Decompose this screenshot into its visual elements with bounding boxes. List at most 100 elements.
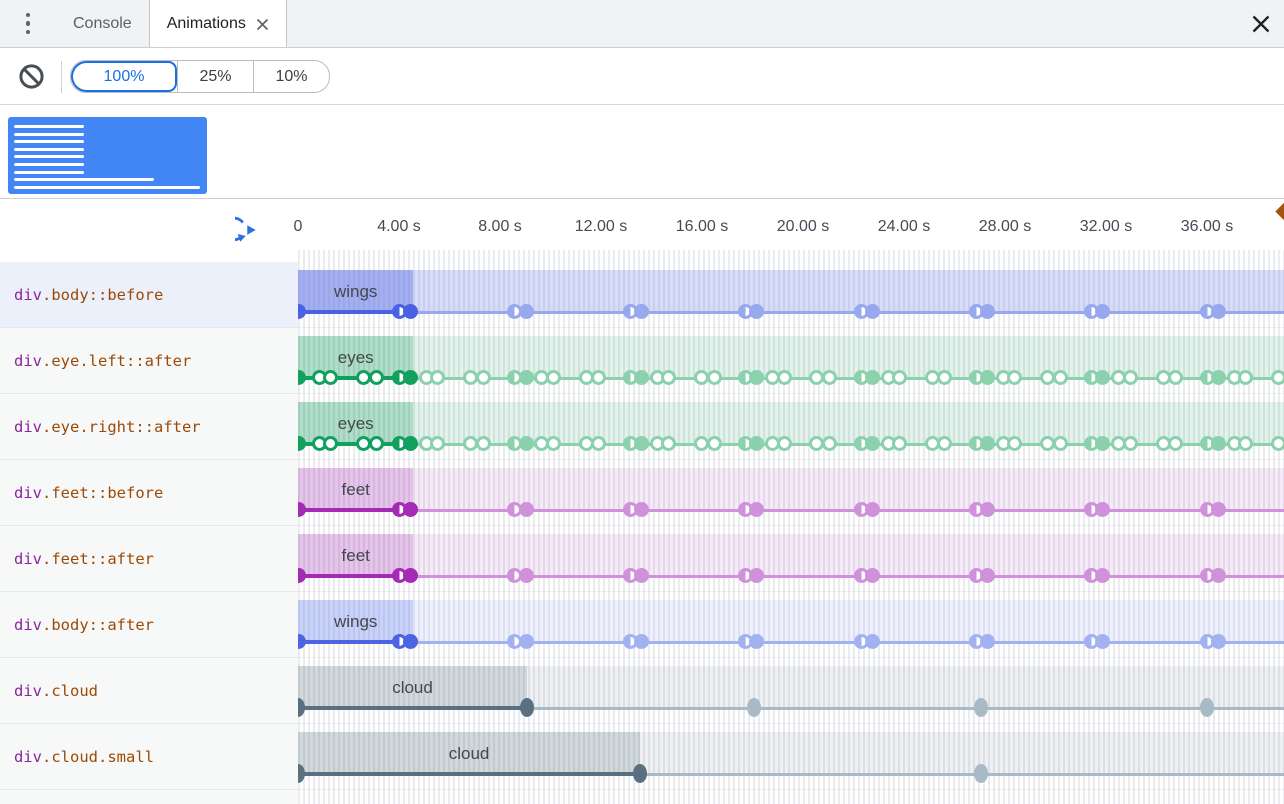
keyframe-open[interactable]: [430, 370, 446, 385]
keyframe-open[interactable]: [1007, 370, 1023, 385]
keyframe-solid[interactable]: [749, 502, 765, 517]
keyframe-solid[interactable]: [864, 370, 880, 385]
keyframe-open[interactable]: [661, 436, 677, 451]
keyframe-solid[interactable]: [298, 304, 306, 319]
keyframe-solid[interactable]: [864, 634, 880, 649]
replay-button[interactable]: [221, 215, 265, 245]
keyframe-solid[interactable]: [403, 568, 419, 583]
node-selector-div.body::after[interactable]: div .body::after: [0, 592, 298, 658]
keyframe-solid[interactable]: [403, 634, 419, 649]
keyframe-solid[interactable]: [1095, 304, 1111, 319]
node-selector-div.feet::after[interactable]: div .feet::after: [0, 526, 298, 592]
keyframe-solid[interactable]: [520, 698, 535, 717]
keyframe-solid[interactable]: [749, 304, 765, 319]
keyframe-solid[interactable]: [1095, 436, 1111, 451]
node-selector-div.feet::before[interactable]: div .feet::before: [0, 460, 298, 526]
keyframe-solid[interactable]: [980, 436, 996, 451]
rate-10-button[interactable]: 10%: [253, 61, 329, 92]
keyframe-solid[interactable]: [746, 698, 761, 717]
keyframe-open[interactable]: [1168, 370, 1184, 385]
keyframe-solid[interactable]: [633, 502, 649, 517]
node-selector-div.eye.right::after[interactable]: div .eye.right::after: [0, 394, 298, 460]
keyframe-open[interactable]: [937, 370, 953, 385]
keyframe-solid[interactable]: [749, 436, 765, 451]
close-panel-button[interactable]: [1238, 0, 1284, 47]
keyframe-open[interactable]: [591, 436, 607, 451]
keyframe-solid[interactable]: [633, 568, 649, 583]
keyframe-solid[interactable]: [518, 568, 534, 583]
keyframe-solid[interactable]: [633, 764, 648, 783]
keyframe-open[interactable]: [706, 370, 722, 385]
node-selector-div.cloud[interactable]: div .cloud: [0, 658, 298, 724]
keyframe-open[interactable]: [591, 370, 607, 385]
keyframe-solid[interactable]: [298, 370, 306, 385]
keyframe-solid[interactable]: [633, 370, 649, 385]
keyframe-open[interactable]: [1007, 436, 1023, 451]
keyframe-solid[interactable]: [980, 304, 996, 319]
keyframe-solid[interactable]: [973, 698, 988, 717]
keyframe-solid[interactable]: [1210, 370, 1226, 385]
keyframe-solid[interactable]: [980, 568, 996, 583]
keyframe-open[interactable]: [1270, 370, 1284, 385]
keyframe-solid[interactable]: [403, 304, 419, 319]
keyframe-solid[interactable]: [298, 568, 306, 583]
node-selector-div.cloud.small[interactable]: div .cloud.small: [0, 724, 298, 790]
keyframe-solid[interactable]: [749, 370, 765, 385]
keyframe-solid[interactable]: [974, 764, 988, 783]
keyframe-solid[interactable]: [633, 304, 649, 319]
tab-animations[interactable]: Animations: [148, 0, 287, 47]
keyframe-open[interactable]: [545, 370, 561, 385]
rate-100-button[interactable]: 100%: [71, 61, 177, 92]
keyframe-solid[interactable]: [518, 304, 534, 319]
keyframe-open[interactable]: [1238, 436, 1254, 451]
keyframe-solid[interactable]: [633, 436, 649, 451]
keyframe-solid[interactable]: [864, 568, 880, 583]
keyframe-solid[interactable]: [749, 634, 765, 649]
keyframe-solid[interactable]: [980, 370, 996, 385]
keyframe-solid[interactable]: [1210, 304, 1226, 319]
tab-console[interactable]: Console: [56, 0, 149, 47]
keyframe-solid[interactable]: [298, 502, 306, 517]
keyframe-solid[interactable]: [403, 370, 419, 385]
keyframe-solid[interactable]: [518, 502, 534, 517]
keyframe-open[interactable]: [776, 436, 792, 451]
keyframe-open[interactable]: [1122, 436, 1138, 451]
animation-preview-thumbnail[interactable]: [8, 117, 207, 194]
keyframe-open[interactable]: [1052, 436, 1068, 451]
keyframe-open[interactable]: [430, 436, 446, 451]
keyframe-open[interactable]: [1168, 436, 1184, 451]
keyframe-solid[interactable]: [749, 568, 765, 583]
clear-all-button[interactable]: [17, 63, 45, 91]
keyframe-open[interactable]: [822, 436, 837, 451]
keyframe-solid[interactable]: [980, 634, 996, 649]
keyframe-solid[interactable]: [403, 436, 419, 451]
keyframe-open[interactable]: [661, 370, 677, 385]
node-selector-div.eye.left::after[interactable]: div .eye.left::after: [0, 328, 298, 394]
close-tab-icon[interactable]: [256, 18, 269, 31]
keyframe-solid[interactable]: [1210, 502, 1226, 517]
rate-25-button[interactable]: 25%: [177, 61, 253, 92]
keyframe-open[interactable]: [937, 436, 953, 451]
keyframe-solid[interactable]: [1210, 436, 1226, 451]
keyframe-open[interactable]: [822, 370, 837, 385]
keyframe-solid[interactable]: [1095, 568, 1111, 583]
keyframe-solid[interactable]: [298, 436, 306, 451]
keyframe-open[interactable]: [1270, 436, 1284, 451]
keyframe-solid[interactable]: [403, 502, 419, 517]
keyframe-open[interactable]: [545, 436, 561, 451]
first-iteration-bar[interactable]: [298, 732, 641, 775]
keyframe-solid[interactable]: [518, 634, 534, 649]
keyframe-solid[interactable]: [1210, 568, 1226, 583]
scrubber-handle[interactable]: [1275, 202, 1284, 221]
keyframe-solid[interactable]: [298, 634, 306, 649]
keyframe-solid[interactable]: [1095, 370, 1111, 385]
keyframe-open[interactable]: [368, 370, 384, 385]
keyframe-open[interactable]: [891, 370, 907, 385]
keyframe-solid[interactable]: [1200, 698, 1215, 717]
keyframe-solid[interactable]: [864, 304, 880, 319]
keyframe-solid[interactable]: [980, 502, 996, 517]
keyframe-solid[interactable]: [864, 502, 880, 517]
keyframe-open[interactable]: [776, 370, 792, 385]
keyframe-solid[interactable]: [298, 764, 305, 783]
keyframe-solid[interactable]: [864, 436, 880, 451]
